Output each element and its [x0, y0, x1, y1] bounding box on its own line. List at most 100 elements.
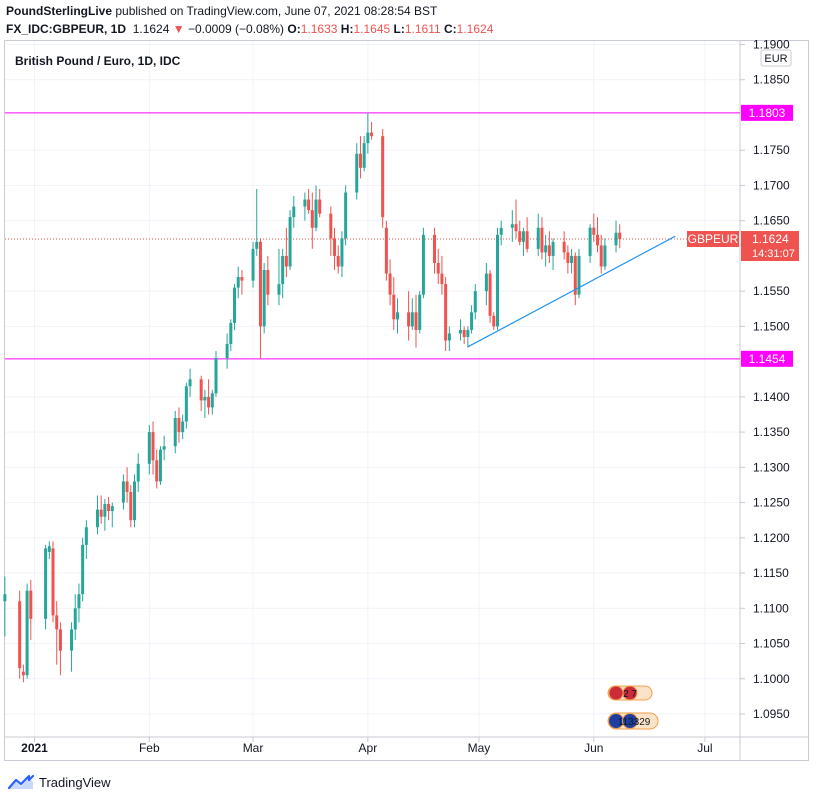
- candle: [547, 231, 551, 263]
- candle: [355, 143, 359, 200]
- uk-flag-icon: [622, 685, 638, 701]
- candle: [21, 664, 25, 683]
- candle-body: [488, 273, 492, 316]
- candle-body: [418, 294, 422, 330]
- candle: [107, 496, 111, 521]
- publisher-name[interactable]: PoundSterlingLive: [6, 4, 113, 18]
- level-price-label: 1.1454: [749, 352, 786, 366]
- candle-body: [81, 544, 85, 595]
- candle-body: [177, 418, 181, 433]
- uk-flag-icon: [608, 685, 624, 701]
- time-axis[interactable]: 2021 Feb Mar Apr May Jun Jul: [21, 737, 713, 755]
- candle: [544, 234, 548, 267]
- candle-body: [410, 312, 414, 327]
- candle-body: [233, 287, 237, 323]
- candle: [288, 210, 292, 271]
- candle: [151, 421, 155, 475]
- candle: [466, 326, 470, 348]
- economic-events-marker[interactable]: 2 7: [607, 685, 653, 701]
- candle: [521, 227, 525, 256]
- candle: [388, 259, 392, 306]
- candle-body: [236, 277, 240, 288]
- price-axis[interactable]: 1.1900 1.1850 1.1750 1.1700 1.1650 1.1550 1.15…: [687, 38, 799, 722]
- candle-body: [310, 210, 314, 228]
- candle-body: [173, 418, 177, 447]
- candle: [592, 213, 596, 242]
- candle: [314, 185, 318, 232]
- trendline[interactable]: [467, 235, 676, 348]
- candle-body: [18, 601, 22, 669]
- candle: [51, 541, 55, 623]
- candle-body: [358, 153, 362, 168]
- candle: [281, 248, 285, 299]
- candle-body: [329, 213, 333, 239]
- y-tick-label: 1.1400: [753, 390, 790, 404]
- candle-body: [592, 227, 596, 235]
- tradingview-brand: TradingView: [39, 774, 111, 790]
- candle-body: [25, 590, 29, 676]
- y-tick-label: 1.1150: [753, 566, 789, 580]
- x-tick-label: Apr: [359, 741, 378, 755]
- candle: [110, 502, 114, 528]
- candle-body: [536, 227, 540, 249]
- candle-body: [51, 548, 55, 616]
- published-text: published on TradingView.com, June 07, 2…: [115, 4, 438, 18]
- candle: [44, 544, 48, 630]
- candle-body: [77, 594, 81, 609]
- candle: [240, 270, 244, 295]
- events-markers[interactable]: 2 7 113329: [607, 685, 659, 730]
- candle-body: [225, 344, 229, 359]
- candle: [184, 382, 188, 429]
- candle-body: [462, 329, 466, 337]
- candle-body: [203, 396, 207, 401]
- candle: [362, 136, 366, 172]
- currency-badge[interactable]: [760, 49, 792, 67]
- candle-body: [370, 132, 374, 137]
- candle: [540, 217, 544, 260]
- candle: [370, 122, 374, 140]
- x-tick-label: Mar: [243, 741, 264, 755]
- tradingview-footer[interactable]: TradingView: [8, 774, 111, 790]
- y-tick-label: 1.1650: [753, 214, 790, 228]
- candle-body: [355, 153, 359, 193]
- candle: [284, 227, 288, 278]
- candle-body: [207, 396, 211, 408]
- candle-body: [107, 503, 111, 512]
- candle-body: [255, 241, 259, 249]
- candle: [310, 192, 314, 249]
- last-price: 1.1624: [132, 22, 170, 36]
- candle-body: [210, 393, 214, 408]
- candle-body: [436, 262, 440, 274]
- candle-body: [499, 227, 503, 235]
- candle-body: [603, 245, 607, 267]
- candle: [47, 541, 51, 559]
- candle: [255, 188, 259, 256]
- y-tick-label: 1.1900: [753, 38, 790, 52]
- candle: [499, 220, 503, 246]
- y-tick-label: 1.1350: [753, 425, 790, 439]
- candle-body: [458, 329, 462, 334]
- candle: [162, 435, 166, 461]
- candle: [414, 294, 418, 348]
- level-price-badge: [741, 350, 793, 367]
- candle: [233, 284, 237, 330]
- candle: [3, 576, 7, 637]
- candle: [181, 414, 185, 440]
- dividends-marker[interactable]: 113329: [607, 712, 659, 730]
- candle: [577, 248, 581, 299]
- open-value: 1.1633: [300, 22, 338, 36]
- candle: [384, 220, 388, 281]
- candle-body: [570, 255, 574, 263]
- candle-body: [158, 449, 162, 482]
- candle-body: [407, 312, 411, 327]
- candle: [199, 375, 203, 411]
- candle: [307, 188, 311, 214]
- candle-body: [70, 629, 74, 651]
- candle-body: [414, 312, 418, 330]
- candle-body: [614, 232, 618, 246]
- candle: [588, 224, 592, 263]
- candle: [488, 270, 492, 323]
- symbol-badge-label: GBPEUR: [688, 232, 739, 246]
- candle: [177, 407, 181, 443]
